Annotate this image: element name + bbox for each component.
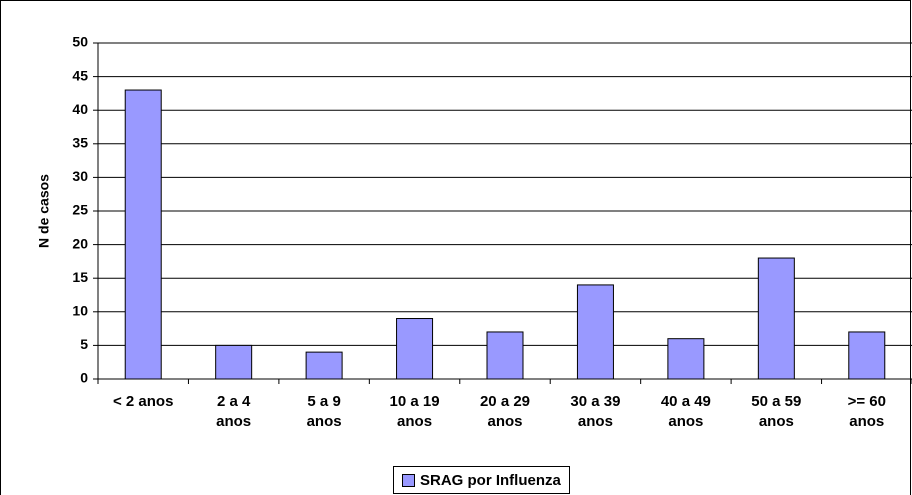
- x-tick-label: 30 a 39 anos: [570, 393, 621, 430]
- bar: [124, 89, 162, 380]
- bar: [215, 344, 253, 380]
- y-tick-label: 50: [72, 34, 88, 50]
- bar: [757, 257, 795, 380]
- y-tick-label: 10: [72, 303, 88, 319]
- x-tick-label: 10 a 19 anos: [389, 393, 440, 430]
- x-tick-label: >= 60 anos: [847, 393, 886, 430]
- bar: [305, 351, 343, 380]
- y-tick-label: 40: [72, 101, 88, 117]
- legend-swatch: [402, 473, 415, 487]
- y-axis-label: N de casos: [36, 174, 52, 248]
- x-tick-label: 20 a 29 anos: [479, 393, 531, 430]
- bar: [396, 318, 434, 380]
- x-tick-label: 5 a 9 anos: [306, 393, 342, 430]
- x-tick-label: < 2 anos: [112, 393, 174, 410]
- legend: SRAG por Influenza: [393, 466, 570, 494]
- x-tick-label: 40 a 49 anos: [660, 393, 711, 430]
- y-tick-label: 45: [72, 67, 88, 83]
- y-tick-label: 15: [72, 269, 88, 285]
- x-tick-label: 2 a 4 anos: [216, 393, 252, 430]
- x-tick-label: 50 a 59 anos: [751, 393, 802, 430]
- y-tick-label: 25: [72, 202, 88, 218]
- legend-label: SRAG por Influenza: [420, 471, 561, 489]
- y-tick-label: 0: [80, 370, 88, 386]
- y-tick-label: 20: [72, 235, 88, 251]
- y-tick-label: 30: [72, 168, 88, 184]
- bar: [576, 284, 614, 380]
- bar: [667, 338, 705, 380]
- bar: [848, 331, 886, 380]
- y-tick-label: 35: [72, 135, 88, 151]
- y-tick-label: 5: [80, 336, 88, 352]
- bar: [486, 331, 524, 380]
